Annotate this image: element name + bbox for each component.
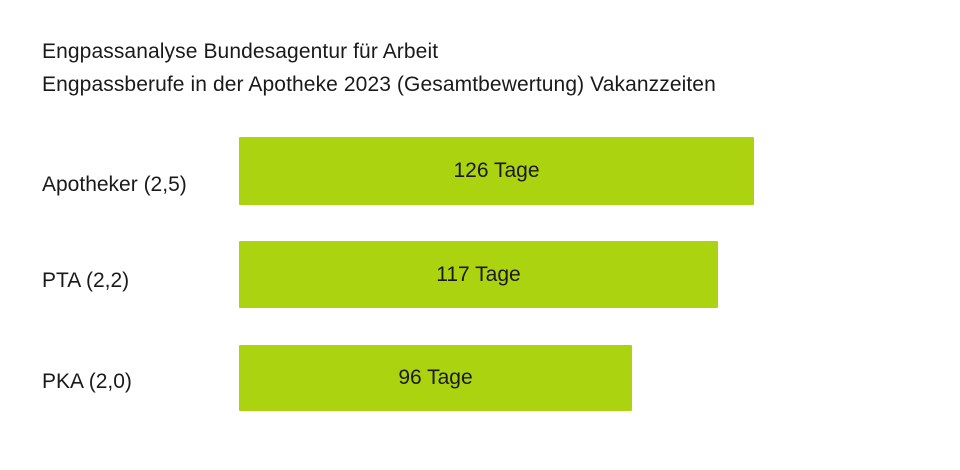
bar-pka: 96 Tage xyxy=(239,345,632,411)
chart-title-line-1: Engpassanalyse Bundesagentur für Arbeit xyxy=(42,40,439,63)
category-label-apotheker: Apotheker (2,5) xyxy=(42,173,187,196)
category-label-pka: PKA (2,0) xyxy=(42,370,132,393)
bar-value-label: 96 Tage xyxy=(398,366,473,389)
bar-value-label: 117 Tage xyxy=(436,262,521,286)
chart-title-line-2: Engpassberufe in der Apotheke 2023 (Gesa… xyxy=(42,73,716,96)
category-label-pta: PTA (2,2) xyxy=(42,269,130,292)
bar-pta: 117 Tage xyxy=(239,241,718,308)
bar-value-label: 126 Tage xyxy=(453,159,540,182)
bar-apotheker: 126 Tage xyxy=(239,137,754,205)
